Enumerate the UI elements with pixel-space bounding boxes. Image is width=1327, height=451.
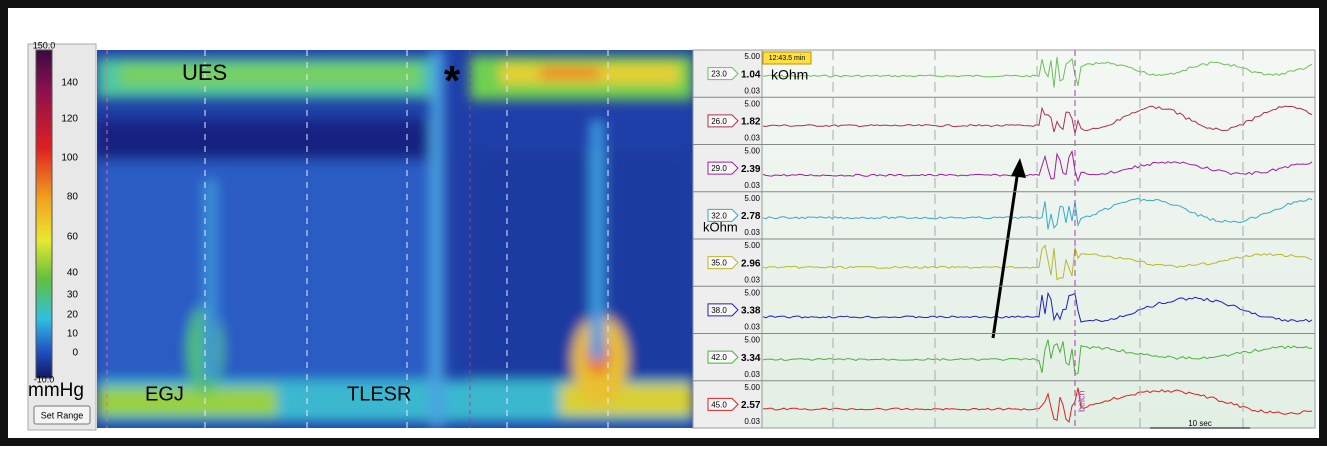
- egj-label: EGJ: [145, 383, 184, 405]
- time-label: 12:43.5 min: [769, 55, 806, 62]
- min-label: 0.03: [744, 228, 760, 237]
- value-label: 2.39: [741, 164, 761, 175]
- value-label: 2.57: [741, 400, 761, 411]
- position-label: 38.0: [711, 306, 727, 315]
- colorbar-tick: 140: [61, 78, 78, 89]
- colorbar-tick: 0: [72, 348, 78, 359]
- min-label: 0.03: [744, 134, 760, 143]
- marker-label: *: [444, 57, 461, 104]
- position-label: 23.0: [711, 70, 727, 79]
- colorbar-top: 150.0: [33, 40, 56, 50]
- max-label: 5.00: [744, 194, 760, 203]
- max-label: 5.00: [744, 288, 760, 297]
- position-label: 35.0: [711, 259, 727, 268]
- tlesr-label: TLESR: [347, 383, 411, 405]
- position-label: 45.0: [711, 400, 727, 409]
- max-label: 5.00: [744, 52, 760, 61]
- value-label: 1.04: [741, 69, 761, 80]
- colorbar-tick: 80: [67, 192, 79, 203]
- min-label: 0.03: [744, 275, 760, 284]
- heatmap: [97, 50, 693, 428]
- event-label: belch: [1076, 390, 1086, 412]
- colorbar-tick: 10: [67, 329, 79, 340]
- position-label: 42.0: [711, 353, 727, 362]
- colorbar-tick: 20: [67, 310, 79, 321]
- min-label: 0.03: [744, 323, 760, 332]
- colorbar-tick: 30: [67, 290, 79, 301]
- value-label: 2.78: [741, 211, 761, 222]
- unit-label: kOhm: [771, 67, 808, 83]
- colorbar-tick: 100: [61, 153, 78, 164]
- max-label: 5.00: [744, 147, 760, 156]
- position-label: 26.0: [711, 117, 727, 126]
- ues-label: UES: [182, 60, 227, 85]
- max-label: 5.00: [744, 99, 760, 108]
- colorbar-tick: 120: [61, 114, 78, 125]
- value-label: 2.96: [741, 258, 761, 269]
- figure: 150.01401201008060403020100-10.0mmHgSet …: [0, 0, 1327, 446]
- min-label: 0.03: [744, 370, 760, 379]
- unit-label: mmHg: [28, 380, 84, 401]
- set-range-label[interactable]: Set Range: [41, 410, 84, 420]
- max-label: 5.00: [744, 336, 760, 345]
- min-label: 0.03: [744, 86, 760, 95]
- colorbar-tick: 40: [67, 268, 79, 279]
- colorbar: [36, 50, 52, 378]
- value-label: 1.82: [741, 117, 761, 128]
- max-label: 5.00: [744, 383, 760, 392]
- side-unit-label: kOhm: [703, 219, 738, 234]
- value-label: 3.34: [741, 353, 761, 364]
- colorbar-tick: 60: [67, 232, 79, 243]
- min-label: 0.03: [744, 417, 760, 426]
- scale-label: 10 sec: [1188, 419, 1212, 428]
- position-label: 29.0: [711, 164, 727, 173]
- min-label: 0.03: [744, 181, 760, 190]
- value-label: 3.38: [741, 306, 761, 317]
- max-label: 5.00: [744, 241, 760, 250]
